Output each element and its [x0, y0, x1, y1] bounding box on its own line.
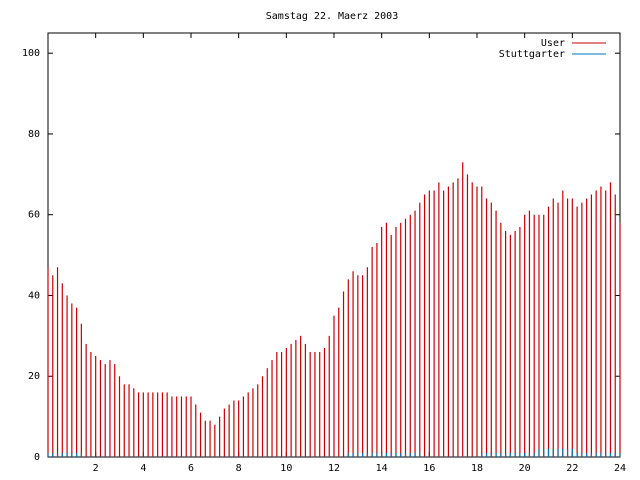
chart-title: Samstag 22. Maerz 2003: [266, 11, 398, 22]
legend-label: Stuttgarter: [499, 49, 565, 60]
x-tick-label: 20: [519, 463, 531, 474]
y-tick-label: 60: [28, 210, 40, 221]
x-tick-label: 16: [423, 463, 435, 474]
x-tick-label: 6: [188, 463, 194, 474]
y-tick-label: 80: [28, 129, 40, 140]
x-tick-label: 12: [328, 463, 340, 474]
x-tick-label: 8: [236, 463, 242, 474]
y-tick-label: 0: [34, 452, 40, 463]
y-tick-label: 20: [28, 371, 40, 382]
x-tick-label: 4: [140, 463, 146, 474]
y-tick-label: 100: [22, 48, 40, 59]
x-tick-label: 14: [376, 463, 388, 474]
x-tick-label: 24: [614, 463, 626, 474]
x-tick-label: 10: [280, 463, 292, 474]
x-tick-label: 18: [471, 463, 483, 474]
y-tick-label: 40: [28, 290, 40, 301]
x-tick-label: 2: [93, 463, 99, 474]
x-tick-label: 22: [566, 463, 578, 474]
legend-label: User: [541, 38, 565, 49]
